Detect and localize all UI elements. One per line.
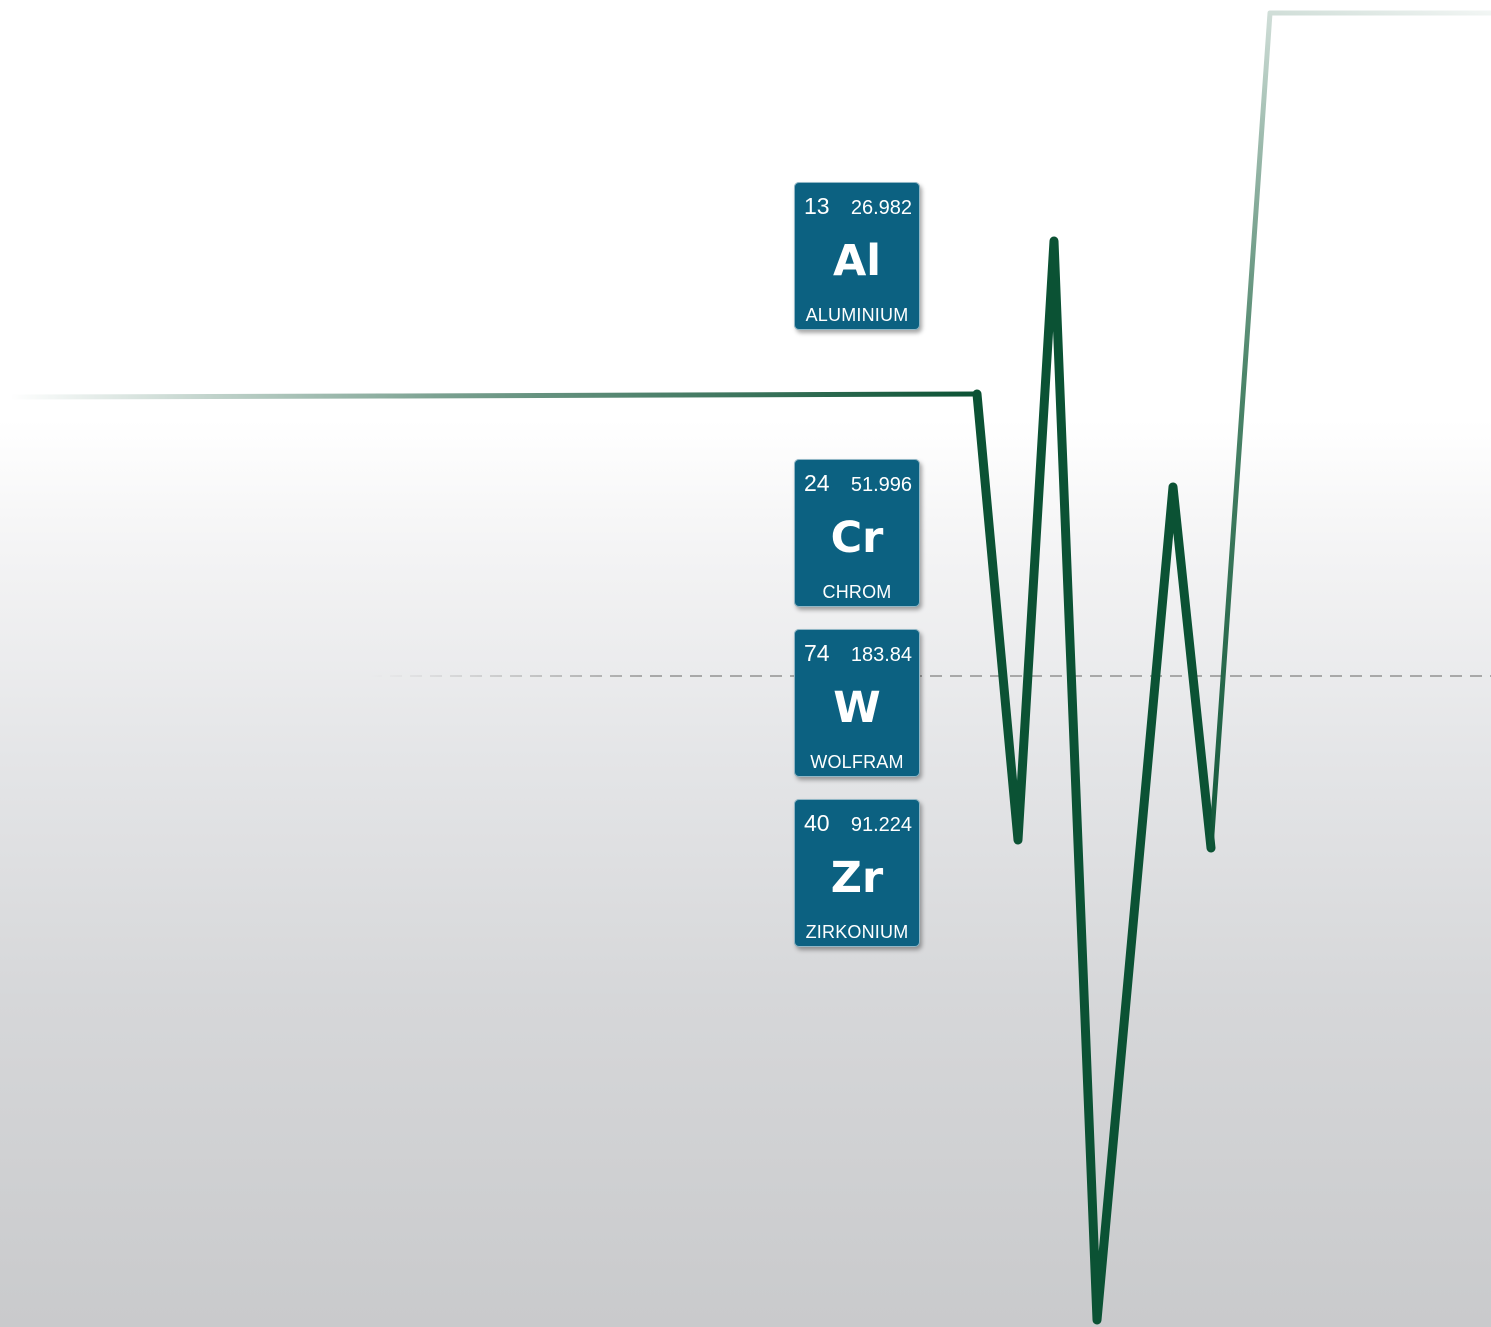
element-name: ZIRKONIUM	[805, 922, 909, 942]
element-symbol: Zr	[830, 853, 884, 903]
trace-spikes	[972, 236, 1216, 1325]
atomic-mass: 51.996	[850, 474, 912, 496]
element-name: ALUMINIUM	[805, 305, 909, 325]
element-tile-chrom: 24 51.996 Cr CHROM	[794, 459, 920, 607]
atomic-number: 74	[804, 640, 830, 666]
element-name: CHROM	[822, 582, 892, 602]
atomic-number: 13	[804, 193, 830, 219]
atomic-mass: 91.224	[850, 814, 912, 836]
atomic-number: 40	[804, 810, 830, 836]
element-name: WOLFRAM	[810, 752, 904, 772]
element-symbol: Cr	[830, 513, 884, 563]
atomic-mass: 183.84	[850, 644, 912, 666]
element-tile-aluminium: 13 26.982 Al ALUMINIUM	[794, 182, 920, 330]
trace-left-baseline	[7, 391, 980, 400]
element-symbol: Al	[832, 236, 882, 286]
element-tile-zirkonium: 40 91.224 Zr ZIRKONIUM	[794, 799, 920, 947]
atomic-number: 24	[804, 470, 830, 496]
element-symbol: W	[833, 683, 881, 733]
atomic-mass: 26.982	[850, 197, 912, 219]
trace-right-rise	[1208, 10, 1491, 851]
element-tile-wolfram: 74 183.84 W WOLFRAM	[794, 629, 920, 777]
